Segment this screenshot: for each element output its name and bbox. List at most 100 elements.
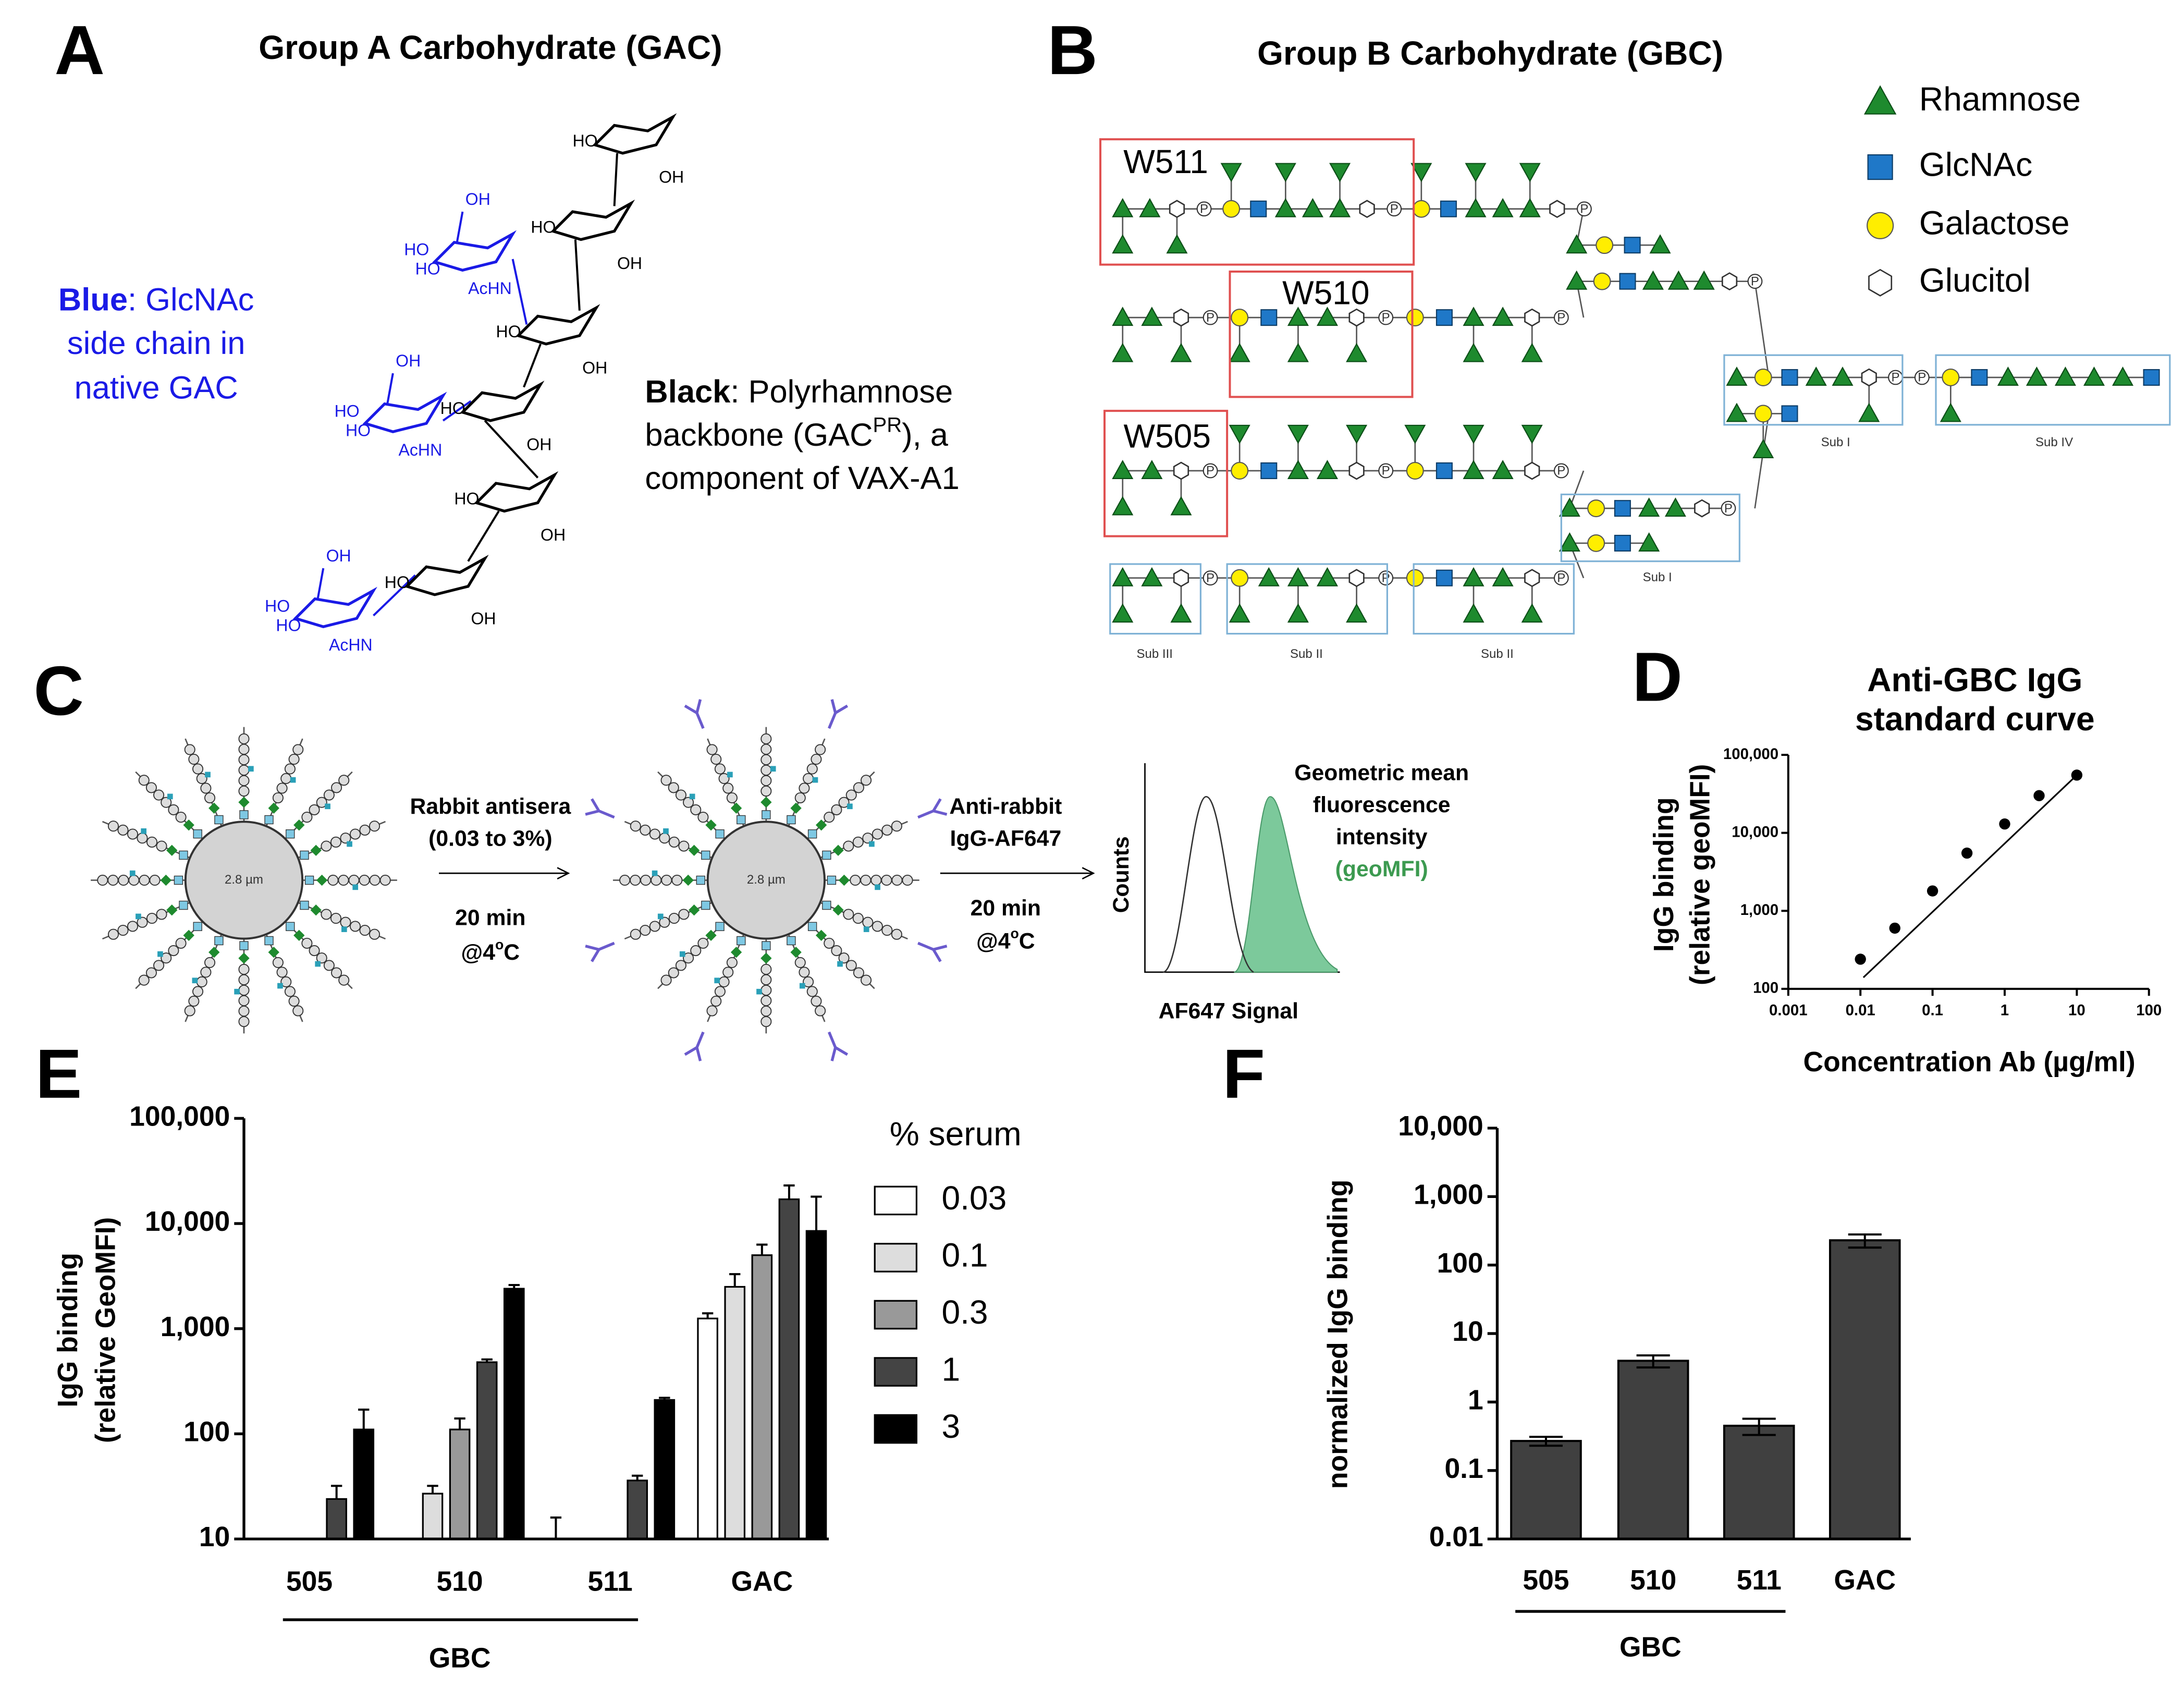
sugar-unit (288, 995, 300, 1007)
side-chain (157, 951, 163, 957)
subunit-label: Sub I (1821, 435, 1850, 449)
glcnac (1781, 369, 1798, 386)
side-chain (277, 983, 283, 989)
phosphate (1378, 310, 1394, 325)
glucitol (1861, 368, 1877, 387)
sugar-unit (359, 874, 370, 886)
sugar-unit (369, 874, 381, 886)
galactose (1593, 272, 1611, 290)
sugar-unit (359, 925, 371, 936)
panel-title: Group B Carbohydrate (GBC) (1257, 34, 1723, 72)
antibody (828, 699, 849, 729)
rhamnose (1463, 603, 1484, 623)
phosphate (1378, 570, 1394, 586)
sugar-unit (188, 753, 200, 765)
linker-node (730, 946, 742, 958)
atom-label: OH (326, 546, 351, 565)
atom-label: HO (385, 573, 410, 592)
sugar-unit (200, 967, 212, 978)
glcnac (1614, 500, 1631, 517)
rhamnose (1287, 307, 1309, 326)
legend-title: % serum (890, 1115, 1022, 1153)
sugar-unit (815, 744, 826, 755)
rhamnose (1559, 532, 1580, 552)
sugar-unit (870, 874, 882, 886)
temp: @4 (461, 940, 496, 965)
x-tick-label: 0.01 (1846, 1001, 1875, 1019)
note-bold: Black (645, 374, 731, 410)
rhamnose (1287, 343, 1309, 362)
sugar-unit (301, 812, 313, 823)
sugar-unit (292, 1005, 304, 1017)
bar (449, 1428, 471, 1540)
sugar-unit (710, 995, 722, 1007)
axis-label: Concentration Ab (µg/ml) (1803, 1047, 2136, 1078)
sugar-unit (196, 773, 207, 785)
sugar-unit (280, 976, 292, 988)
rhamnose (1287, 567, 1309, 586)
note-bold: Blue (58, 282, 128, 318)
bond (316, 568, 325, 600)
side-chain (341, 926, 347, 932)
rhamnose (1519, 198, 1541, 217)
sugar-unit (238, 775, 250, 786)
sugar-unit (97, 874, 108, 886)
sugar-unit (726, 792, 738, 804)
bar (778, 1198, 800, 1540)
sugar-unit (706, 1005, 718, 1017)
phosphate-label: P (1382, 571, 1390, 585)
galactose (1587, 499, 1605, 518)
bar (627, 1479, 648, 1540)
error-bar (427, 1485, 438, 1494)
rhamnose (1463, 460, 1484, 480)
linker-node (238, 797, 250, 808)
phosphate-label: P (1382, 311, 1390, 325)
side-chain (689, 793, 695, 800)
side-chain (657, 913, 664, 920)
linker-block (787, 815, 796, 825)
rhamnose (1229, 603, 1250, 623)
phosphate-label: P (1382, 464, 1390, 478)
glcnac (2143, 369, 2160, 386)
sugar-unit (327, 874, 339, 886)
rhamnose (1566, 270, 1588, 290)
phosphate-label: P (1892, 371, 1900, 385)
legend-label: Galactose (1919, 204, 2070, 242)
sugar-unit (184, 744, 195, 755)
black-note: Black: Polyrhamnose (645, 374, 953, 410)
error-bar (508, 1284, 520, 1289)
linker-node (790, 946, 802, 958)
sugar-unit (107, 821, 119, 832)
rhamnose (1997, 366, 2019, 386)
sugar-unit (843, 909, 854, 920)
glucitol (1524, 461, 1540, 480)
temp-sup: o (1010, 926, 1019, 941)
blue-note: Blue: GlcNAc (58, 282, 254, 318)
sugar-unit (811, 995, 822, 1007)
glucitol (1524, 569, 1540, 588)
sugar-unit (843, 840, 854, 852)
group-label: GBC (1619, 1632, 1682, 1662)
linker-block (822, 850, 831, 860)
sugar-unit (651, 874, 662, 886)
linker-node (293, 929, 305, 941)
axis-label: IgG binding (53, 1253, 83, 1408)
panel-letter: B (1047, 11, 1097, 89)
sugar-unit (630, 821, 641, 832)
linker-node (832, 904, 844, 916)
sugar-unit (238, 743, 250, 755)
side-chain (325, 803, 330, 810)
sugar-unit (630, 874, 641, 886)
sugar-unit (861, 974, 872, 986)
sugar-unit (316, 952, 327, 964)
rhamnose (1346, 343, 1368, 362)
y-tick-label: 10,000 (145, 1206, 230, 1237)
atom-label: HO (454, 490, 479, 508)
rhamnose (1492, 198, 1514, 217)
error-bar (1742, 1417, 1776, 1436)
linker-block (193, 829, 202, 839)
side-chain (352, 884, 359, 890)
sugar-unit (145, 782, 157, 793)
sugar-unit (838, 797, 850, 808)
rhamnose (1566, 234, 1588, 254)
